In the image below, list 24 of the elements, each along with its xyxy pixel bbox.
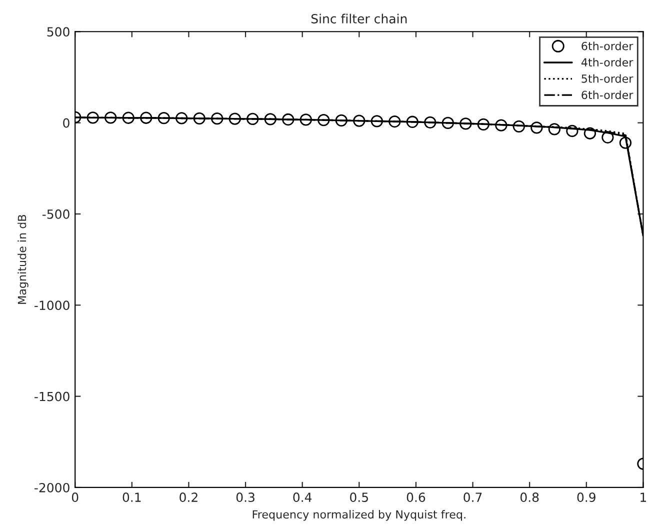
x-tick-label: 0.6 [406,492,426,502]
y-tick-label: -1000 [34,300,70,310]
x-tick-label: 0.8 [520,492,539,502]
y-axis-title: Magnitude in dB [18,214,28,304]
x-tick-label: 0.9 [577,492,596,502]
chart-title: Sinc filter chain [311,14,407,24]
x-tick-label: 1 [640,492,646,502]
y-tick-label: 0 [63,118,70,128]
y-tick-label: 500 [47,27,70,37]
x-tick-label: 0.1 [122,492,141,502]
legend-label: 6th-order [582,90,634,100]
legend-label: 6th-order [582,42,634,50]
x-tick-label: 0.7 [464,492,482,502]
x-tick-label: 0 [72,492,78,502]
y-tick-label: -2000 [34,482,70,492]
x-tick-label: 0.5 [350,492,368,502]
x-tick-label: 0.3 [236,492,254,502]
x-tick-label: 0.4 [293,492,312,502]
y-tick-label: -500 [42,209,70,219]
legend-label: 5th-order [582,74,634,83]
x-tick-label: 0.2 [180,492,198,502]
y-tick-label: -1500 [34,392,70,402]
x-axis-title: Frequency normalized by Nyquist freq. [252,510,466,521]
legend-label: 4th-order [581,58,634,67]
